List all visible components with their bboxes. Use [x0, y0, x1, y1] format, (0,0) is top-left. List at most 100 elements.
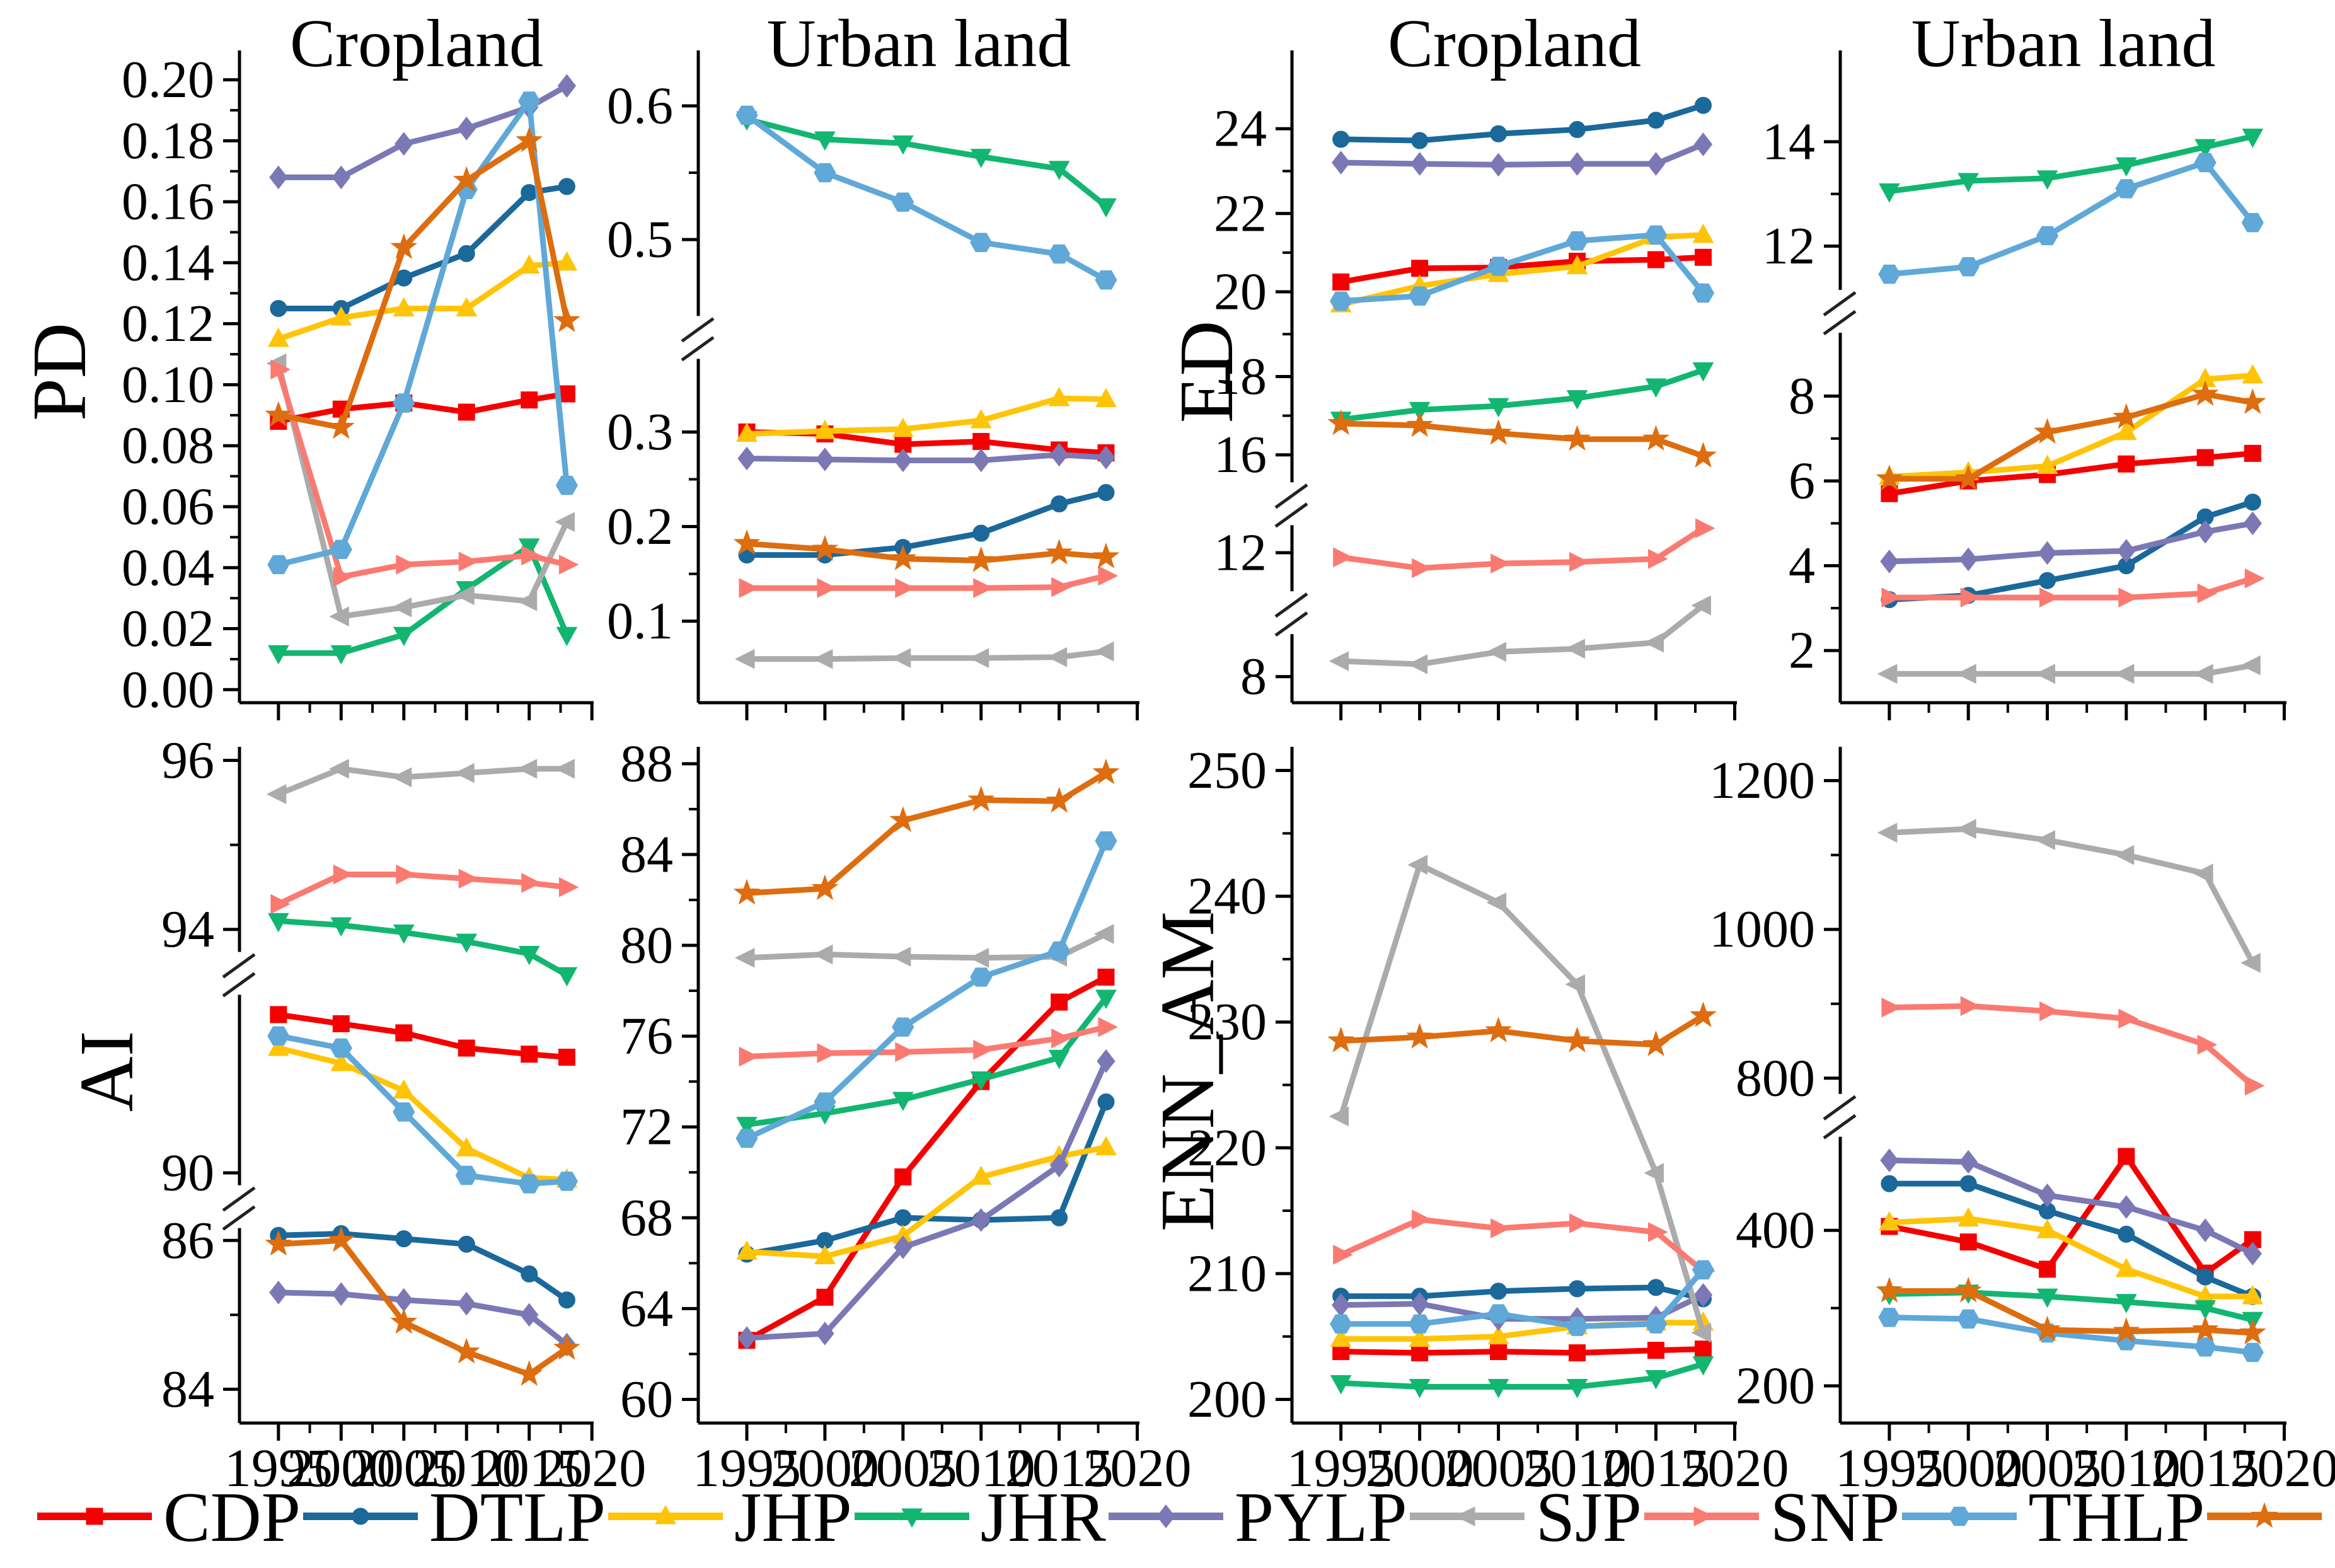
data-point-marker — [330, 645, 352, 665]
legend-item-jhp: JHP — [606, 1482, 852, 1553]
data-point-marker — [518, 945, 540, 966]
y-tick-label: 0.00 — [122, 660, 214, 719]
data-point-marker — [733, 879, 761, 905]
series-markers-snp — [270, 864, 579, 914]
data-point-marker — [1880, 1148, 1899, 1172]
data-point-marker — [972, 448, 991, 473]
data-point-marker — [970, 149, 992, 168]
data-point-marker — [1647, 1342, 1665, 1359]
data-point-marker — [390, 233, 418, 259]
x-tick-label: 2015 — [2151, 1438, 2259, 1498]
data-point-marker — [2194, 153, 2217, 173]
data-point-marker — [1693, 1283, 1713, 1307]
data-point-marker — [2244, 444, 2261, 462]
axis-break-icon — [222, 1186, 256, 1212]
y-tick-label: 400 — [1736, 1201, 1815, 1260]
sjp-line-marker-icon — [1407, 1494, 1527, 1542]
series-markers-prd — [265, 126, 580, 439]
y-tick-label: 0.6 — [607, 76, 673, 135]
plot-area: 1200 1000 800 400 200 19952000200520102015202… — [1709, 747, 2335, 1498]
data-point-marker — [1486, 892, 1507, 913]
series-markers-pylp — [1332, 132, 1713, 177]
series-markers-prd — [733, 529, 1120, 572]
data-point-marker — [1455, 1506, 1475, 1526]
data-point-marker — [1693, 1506, 1714, 1526]
data-point-marker — [395, 1288, 413, 1312]
plot-area: 24 22 20 18 16 12 8 — [1214, 50, 1737, 720]
data-point-marker — [2240, 953, 2261, 973]
data-point-marker — [453, 166, 480, 192]
dtlp-swatch-svg — [303, 1507, 418, 1525]
data-point-marker — [455, 1165, 478, 1185]
data-point-marker — [1092, 758, 1120, 785]
data-point-marker — [2239, 388, 2266, 414]
x-tick-label: 2000 — [287, 1438, 395, 1498]
series-line-jhp — [744, 395, 1109, 437]
series-line-prd — [1886, 1288, 2256, 1336]
data-point-marker — [1564, 1027, 1591, 1052]
data-point-marker — [891, 947, 911, 967]
data-point-marker — [736, 422, 758, 442]
data-point-marker — [1047, 647, 1068, 667]
data-point-marker — [2114, 845, 2135, 865]
series-markers-sjp — [1329, 855, 1711, 1343]
series-line-dtlp — [1886, 1180, 2256, 1300]
series-line-jhr — [1338, 367, 1706, 423]
data-point-marker — [1490, 1218, 1511, 1238]
jhp-line-marker-icon — [606, 1494, 725, 1542]
data-point-marker — [1644, 225, 1668, 245]
series-markers-dtlp — [270, 178, 575, 317]
series-markers-thlp — [1330, 225, 1715, 311]
y-tick-label: 96 — [161, 731, 214, 790]
series-line-sjp — [275, 360, 570, 620]
plot-area: 0.6 0.5 0.3 0.2 0.1 — [607, 50, 1139, 720]
data-point-marker — [393, 626, 415, 647]
jhp-swatch-svg — [608, 1504, 723, 1524]
y-tick-label: 0.20 — [122, 50, 214, 109]
data-point-marker — [1407, 654, 1428, 674]
series-line-prd — [744, 541, 1109, 564]
data-point-marker — [972, 524, 990, 542]
data-point-marker — [1051, 577, 1071, 597]
data-point-marker — [1409, 1378, 1431, 1398]
axis-break-icon — [222, 953, 256, 979]
legend-item-dtlp: DTLP — [301, 1482, 606, 1553]
data-point-marker — [1648, 1222, 1668, 1242]
data-point-marker — [1954, 464, 1982, 490]
data-point-marker — [2036, 1219, 2058, 1238]
data-point-marker — [967, 546, 995, 572]
data-point-marker — [270, 359, 291, 380]
data-point-marker — [558, 385, 575, 403]
data-point-marker — [967, 785, 995, 812]
data-point-marker — [1644, 1163, 1664, 1184]
data-point-marker — [1565, 1317, 1589, 1336]
data-point-marker — [1411, 132, 1429, 149]
series-line-sjp — [1338, 602, 1706, 667]
dtlp-line-marker-icon — [301, 1494, 420, 1542]
data-point-marker — [1879, 183, 1900, 203]
data-point-marker — [1693, 132, 1713, 156]
data-point-marker — [456, 1137, 478, 1156]
series-markers-pylp — [737, 1049, 1116, 1350]
data-point-marker — [267, 1026, 290, 1046]
series-line-thlp — [1338, 232, 1706, 304]
data-point-marker — [1095, 388, 1117, 408]
series-markers-jhr — [736, 111, 1117, 218]
data-point-marker — [1410, 152, 1429, 176]
series-markers-thlp — [735, 105, 1117, 290]
y-tick-label: 0.12 — [122, 294, 214, 353]
data-point-marker — [1566, 1378, 1588, 1398]
data-point-marker — [1956, 664, 1976, 684]
data-point-marker — [895, 1042, 915, 1063]
x-tick-label: 2010 — [2072, 1438, 2181, 1498]
data-point-marker — [1409, 286, 1431, 306]
data-point-marker — [393, 393, 415, 413]
panel-title-pd-urban: Urban land — [766, 6, 1071, 81]
data-point-marker — [1333, 1245, 1353, 1265]
data-point-marker — [327, 413, 355, 439]
data-point-marker — [2118, 1008, 2138, 1029]
data-point-marker — [1049, 1153, 1069, 1178]
series-line-prd — [1338, 420, 1706, 459]
data-point-marker — [458, 403, 475, 421]
series-line-thlp — [1886, 159, 2256, 277]
